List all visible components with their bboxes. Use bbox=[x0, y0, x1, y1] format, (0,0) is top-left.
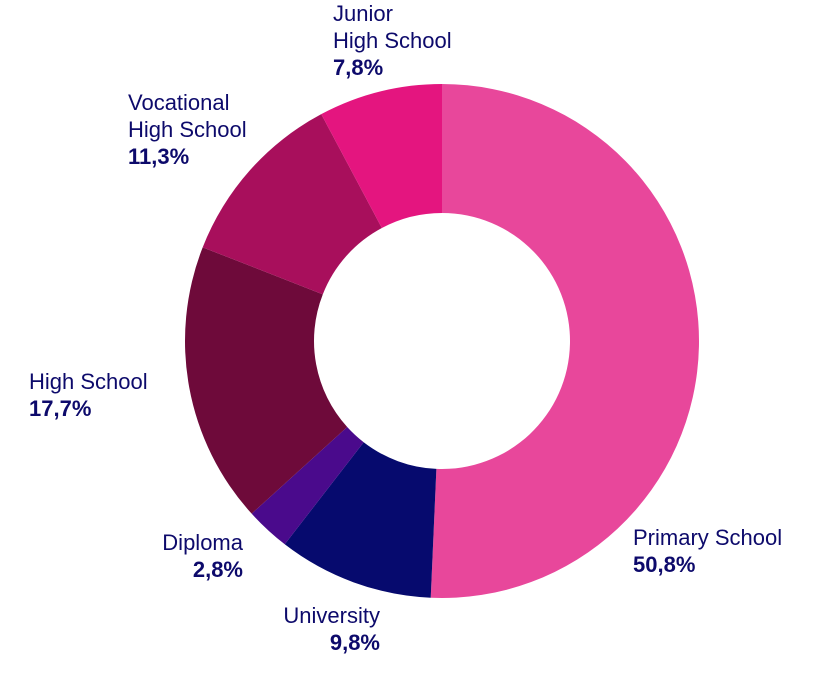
label-diploma: Diploma 2,8% bbox=[162, 529, 243, 583]
label-university: University 9,8% bbox=[283, 602, 380, 656]
label-vocational-high-school-percent: 11,3% bbox=[128, 144, 190, 169]
slice-junior-high-school bbox=[321, 84, 442, 229]
label-junior-high-school-percent: 7,8% bbox=[333, 55, 384, 80]
slice-vocational-high-school bbox=[202, 114, 382, 295]
label-primary-school: Primary School 50,8% bbox=[633, 524, 782, 578]
slice-primary-school bbox=[430, 84, 699, 598]
label-vocational-high-school-name-2: High School bbox=[128, 117, 247, 142]
label-primary-school-name: Primary School bbox=[633, 525, 783, 550]
label-diploma-percent: 2,8% bbox=[192, 557, 243, 582]
label-high-school: High School 17,7% bbox=[29, 368, 148, 422]
label-university-name: University bbox=[283, 603, 380, 628]
slice-university bbox=[284, 442, 437, 598]
label-vocational-high-school: Vocational High School 11,3% bbox=[128, 89, 247, 170]
label-junior-high-school-name-1: Junior bbox=[333, 1, 393, 26]
label-high-school-percent: 17,7% bbox=[29, 396, 92, 421]
label-vocational-high-school-name-1: Vocational bbox=[128, 90, 230, 115]
label-university-percent: 9,8% bbox=[329, 630, 380, 655]
label-primary-school-percent: 50,8% bbox=[633, 552, 696, 577]
label-diploma-name: Diploma bbox=[162, 530, 243, 555]
label-junior-high-school-name-2: High School bbox=[333, 28, 452, 53]
slice-high-school bbox=[184, 247, 348, 514]
label-high-school-name: High School bbox=[29, 369, 148, 394]
label-junior-high-school: Junior High School 7,8% bbox=[333, 0, 452, 81]
slice-diploma bbox=[251, 427, 364, 545]
